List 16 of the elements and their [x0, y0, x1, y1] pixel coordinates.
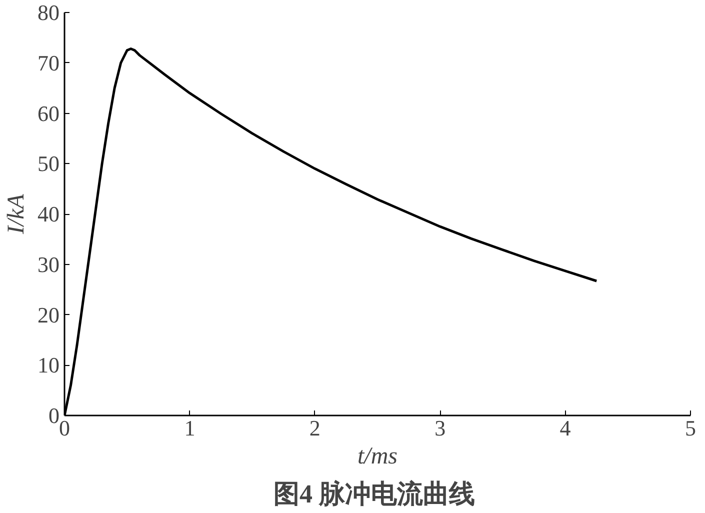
x-tick-label: 4: [560, 416, 571, 440]
x-tick-label: 5: [685, 416, 696, 440]
x-tick-label: 1: [184, 416, 196, 440]
y-tick-label: 60: [38, 100, 60, 126]
y-axis-title: I/kA: [4, 194, 30, 235]
y-tick-label: 70: [38, 50, 60, 76]
y-tick-label: 40: [38, 202, 60, 226]
y-tick-label: 10: [38, 352, 60, 378]
text: 图4 脉冲电流曲线: [274, 480, 475, 508]
x-axis-title: t/ms: [357, 444, 398, 470]
x-tick-label: 2: [309, 416, 320, 440]
y-tick-label: 30: [38, 252, 60, 277]
y-tick-label: 20: [38, 302, 60, 328]
y-tick-label: 80: [38, 0, 60, 25]
x-tick-label: 3: [434, 416, 446, 440]
y-tick-label: 50: [38, 151, 60, 176]
